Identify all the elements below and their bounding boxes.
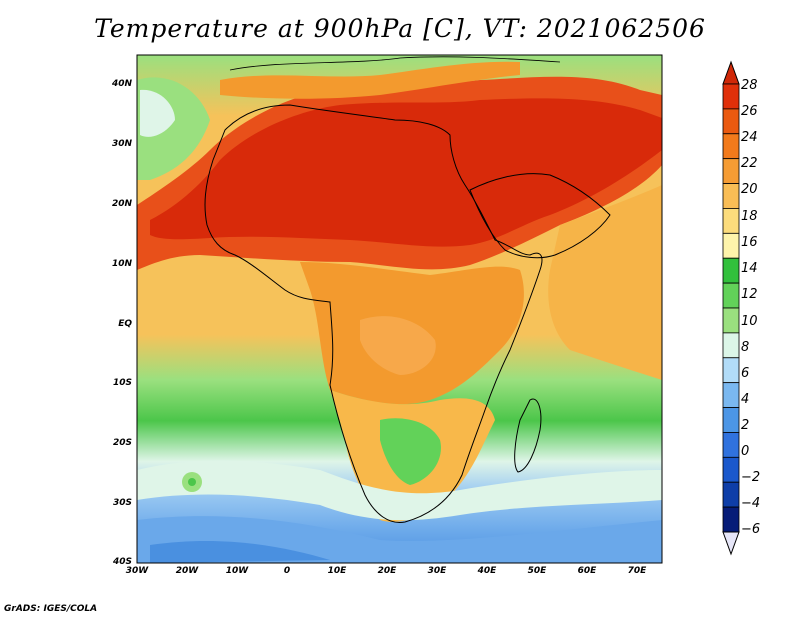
plot-frame [136,54,663,564]
colorbar-label: 18 [741,209,758,224]
colorbar-swatch [722,456,740,483]
colorbar-swatch [722,432,740,458]
atlantic-swirl-core [188,478,196,486]
lon-tick-label: 20W [175,566,199,576]
colorbar-label: 10 [741,314,758,329]
sahara-arabia-hot-core [150,98,662,247]
lat-tick-label: 20S [112,438,132,448]
lat-tick-label: 10S [112,378,132,388]
grads-credit: GrADS: IGES/COLA [4,604,98,614]
colorbar-swatch [722,183,740,209]
arabia-coastline [469,173,611,259]
colorbar-swatch [722,282,740,309]
lon-tick-label: 30E [427,566,447,576]
colorbar-swatch [722,307,740,334]
colorbar [722,60,740,556]
lat-tick-label: EQ [118,319,132,329]
colorbar-swatch [722,133,740,160]
southern-pale-band [137,460,662,521]
colorbar-top-arrow [722,60,740,85]
colorbar-boxes [722,83,740,533]
colorbar-swatch [722,158,740,184]
lon-tick-label: 20E [377,566,397,576]
lat-tick-label: 40N [111,79,132,89]
lat-tick-label: 10N [111,259,132,269]
lon-tick-label: 10W [225,566,249,576]
colorbar-label: 4 [741,392,750,407]
atlantic-cold-patch [140,89,175,137]
lon-tick-label: 40E [477,566,497,576]
colorbar-swatch [722,108,740,135]
colorbar-label: 24 [741,130,758,145]
colorbar-swatch [722,332,740,359]
lon-tick-label: 60E [577,566,597,576]
colorbar-swatch [722,232,740,259]
colorbar-label: 16 [741,235,758,250]
lat-tick-label: 30S [112,498,132,508]
congo-mild [360,316,436,375]
colorbar-label: −6 [741,522,761,537]
colorbar-label: 14 [741,261,758,276]
lon-tick-label: 0 [283,566,291,576]
lat-tick-label: 20N [111,199,132,209]
lat-tick-label: 40S [112,557,132,567]
map-title: Temperature at 900hPa [C], VT: 202106250… [94,14,706,43]
colorbar-swatch [722,407,740,433]
lon-tick-label: 50E [527,566,547,576]
colorbar-label: 26 [741,104,758,119]
mediterranean-band [220,61,520,99]
colorbar-label: 0 [741,444,750,459]
colorbar-swatch [722,83,740,110]
colorbar-label: −2 [741,470,761,485]
colorbar-swatch [722,382,740,408]
africa-coastline [204,104,543,524]
indian-ocean-warm [548,185,662,380]
southern-deep-blue [150,540,330,563]
colorbar-bottom-arrow [722,531,740,556]
colorbar-swatch [722,357,740,384]
colorbar-label: 28 [741,78,758,93]
colorbar-swatch [722,257,740,284]
field-layers [137,55,662,563]
colorbar-label: 12 [741,287,758,302]
colorbar-label: −4 [741,496,761,511]
madagascar-coastline [514,398,542,473]
lat-tick-label: 30N [111,139,132,149]
lon-tick-label: 30W [125,566,149,576]
colorbar-swatch [722,506,740,533]
lon-tick-label: 10E [327,566,347,576]
colorbar-label: 6 [741,366,750,381]
colorbar-swatch [722,208,740,234]
lon-tick-label: 70E [627,566,647,576]
kalahari-green [380,418,441,485]
colorbar-label: 20 [741,182,758,197]
colorbar-label: 22 [741,156,758,171]
colorbar-label: 2 [741,418,750,433]
colorbar-swatch [722,481,740,508]
europe-coastline [229,56,561,71]
colorbar-label: 8 [741,340,750,355]
